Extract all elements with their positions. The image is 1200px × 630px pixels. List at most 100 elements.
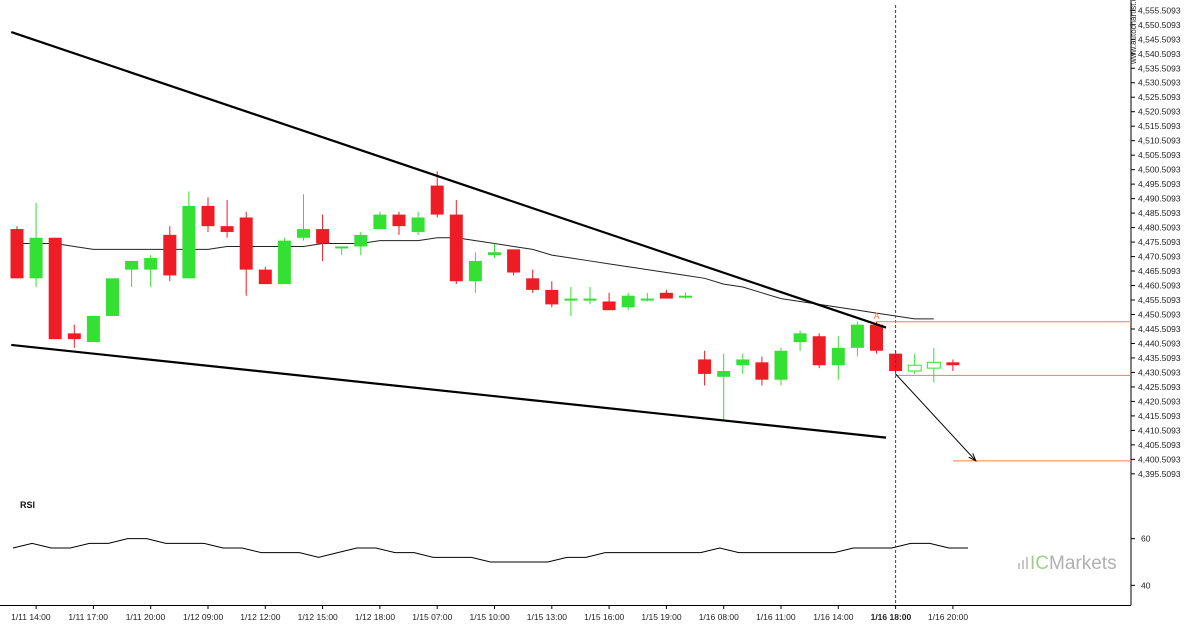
- icmarkets-logo: ICMarkets: [1018, 553, 1117, 574]
- y-axis-ticks: 4,555.5093 4,550.5093 4,545.5093 4,540.5093…: [1131, 5, 1181, 479]
- candle-body: [297, 229, 310, 238]
- x-tick-label: 1/15 10:00: [470, 612, 510, 622]
- candle-body: [449, 214, 463, 282]
- x-tick-label: 1/12 18:00: [355, 612, 395, 622]
- candle-body: [354, 234, 368, 247]
- y-tick-label: 4,400.5093: [1138, 454, 1181, 464]
- y-tick-label: 4,415.5093: [1138, 411, 1181, 421]
- x-tick-label: 1/15 19:00: [641, 612, 681, 622]
- x-tick-label: 1/11 14:00: [11, 612, 51, 622]
- y-tick-label: 4,550.5093: [1138, 20, 1181, 30]
- candle-body: [926, 361, 941, 369]
- x-tick-label: 1/16 14:00: [813, 612, 853, 622]
- y-tick-label: 4,425.5093: [1138, 382, 1181, 392]
- y-tick-label: 4,450.5093: [1138, 310, 1181, 320]
- wedge-pattern: A: [10, 5, 1131, 605]
- autochartist-watermark: www.autochartist.com: [1129, 0, 1138, 65]
- x-tick-label: 1/15 07:00: [412, 612, 452, 622]
- target-arrow-line: [895, 373, 977, 462]
- x-tick-label: 1/12 12:00: [240, 612, 280, 622]
- rsi-tick-label: 60: [1141, 534, 1151, 544]
- candle-body: [201, 205, 215, 227]
- candle-body: [277, 240, 291, 285]
- y-tick-label: 4,525.5093: [1138, 92, 1181, 102]
- brand-ic: IC: [1030, 553, 1049, 574]
- candle-body: [564, 298, 578, 301]
- axes-frame: [0, 0, 1132, 606]
- candle-body: [545, 289, 559, 305]
- target-arrow-head: [968, 453, 977, 462]
- brand-markets: Markets: [1049, 553, 1117, 574]
- y-tick-label: 4,530.5093: [1138, 78, 1181, 88]
- y-tick-label: 4,545.5093: [1138, 34, 1181, 44]
- candle-body: [621, 295, 635, 308]
- y-tick-label: 4,505.5093: [1138, 150, 1181, 160]
- y-tick-label: 4,535.5093: [1138, 63, 1181, 73]
- candle-body: [10, 229, 24, 279]
- candle-body: [850, 324, 864, 348]
- y-tick-label: 4,480.5093: [1138, 223, 1181, 233]
- candle-body: [488, 252, 501, 256]
- wedge-upper-line: [10, 31, 887, 329]
- y-tick-label: 4,445.5093: [1138, 324, 1181, 334]
- candle-body: [679, 295, 692, 298]
- y-tick-label: 4,460.5093: [1138, 281, 1181, 291]
- x-tick-label: 1/16 20:00: [928, 612, 968, 622]
- candle-body: [220, 226, 234, 232]
- candle-body: [870, 324, 883, 351]
- candle-body: [755, 362, 769, 380]
- y-tick-label: 4,475.5093: [1138, 237, 1181, 247]
- y-tick-label: 4,520.5093: [1138, 107, 1181, 117]
- x-tick-label: 1/16 18:00: [871, 612, 912, 622]
- rsi-tick-label: 40: [1141, 580, 1151, 590]
- x-tick-label: 1/11 17:00: [68, 612, 108, 622]
- candle-body: [774, 350, 788, 380]
- y-tick-label: 4,405.5093: [1138, 440, 1181, 450]
- y-tick-label: 4,490.5093: [1138, 194, 1181, 204]
- x-tick-label: 1/12 15:00: [298, 612, 338, 622]
- candles: [10, 171, 960, 421]
- candle-body: [411, 217, 425, 232]
- candle-body: [182, 205, 196, 279]
- candle-body: [125, 260, 139, 270]
- y-tick-label: 4,555.5093: [1138, 5, 1181, 15]
- candle-body: [163, 234, 177, 276]
- y-tick-label: 4,455.5093: [1138, 295, 1181, 305]
- x-tick-label: 1/15 13:00: [527, 612, 567, 622]
- candle-body: [86, 315, 100, 343]
- candle-body: [507, 249, 521, 273]
- candle-body: [946, 362, 960, 366]
- brand-name: ICMarkets: [1030, 553, 1117, 574]
- rsi-label: RSI: [20, 500, 35, 510]
- candle-body: [602, 301, 616, 311]
- candle-body: [29, 237, 43, 279]
- rsi-line: [12, 538, 968, 563]
- x-tick-label: 1/11 20:00: [126, 612, 166, 622]
- candle-body: [698, 359, 712, 374]
- candle-body: [736, 359, 750, 366]
- candle-body: [659, 292, 673, 299]
- y-tick-label: 4,500.5093: [1138, 165, 1181, 175]
- logo-bars-icon: [1018, 557, 1028, 569]
- y-tick-label: 4,440.5093: [1138, 338, 1181, 348]
- candle-body: [392, 214, 406, 227]
- y-tick-label: 4,395.5093: [1138, 469, 1181, 479]
- candle-body: [793, 333, 807, 343]
- x-tick-label: 1/12 09:00: [183, 612, 223, 622]
- candle-body: [144, 258, 158, 270]
- candle-body: [373, 214, 387, 230]
- candle-body: [430, 185, 444, 215]
- y-tick-label: 4,465.5093: [1138, 266, 1181, 276]
- candle-body: [526, 278, 540, 290]
- wedge-lower-line: [11, 343, 887, 439]
- x-tick-label: 1/16 08:00: [699, 612, 739, 622]
- rsi-panel: RSI 60 40: [12, 500, 1151, 590]
- x-axis-ticks: 1/11 14:00 1/11 17:00 1/11 20:00 1/12 09:00…: [11, 605, 968, 622]
- candle-body: [907, 364, 922, 372]
- candle-body: [239, 217, 253, 270]
- y-tick-label: 4,495.5093: [1138, 179, 1181, 189]
- y-tick-label: 4,540.5093: [1138, 49, 1181, 59]
- candle-body: [258, 269, 272, 285]
